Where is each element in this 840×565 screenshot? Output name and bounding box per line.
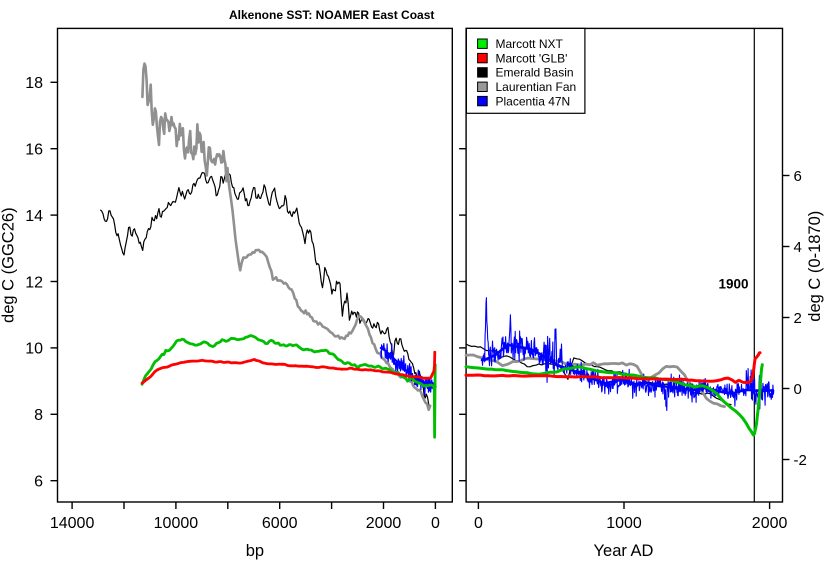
svg-text:0: 0 [794, 381, 802, 398]
svg-text:6: 6 [34, 474, 43, 491]
svg-text:14: 14 [25, 208, 43, 225]
svg-text:6: 6 [794, 168, 802, 185]
svg-text:Alkenone SST: NOAMER East Coas: Alkenone SST: NOAMER East Coast [229, 8, 434, 22]
svg-text:deg C (0-1870): deg C (0-1870) [806, 211, 824, 322]
svg-text:10: 10 [25, 341, 43, 358]
svg-text:Emerald Basin: Emerald Basin [496, 66, 574, 80]
svg-text:12: 12 [25, 274, 43, 291]
svg-text:deg C (GGC26): deg C (GGC26) [0, 207, 18, 323]
svg-text:Marcott NXT: Marcott NXT [496, 37, 564, 51]
svg-text:2000: 2000 [366, 515, 402, 532]
svg-text:1900: 1900 [718, 277, 748, 292]
svg-text:10000: 10000 [154, 515, 199, 532]
svg-text:16: 16 [25, 142, 43, 159]
svg-text:2: 2 [794, 310, 802, 327]
svg-text:18: 18 [25, 75, 43, 92]
svg-text:2000: 2000 [752, 515, 788, 532]
svg-text:6000: 6000 [262, 515, 298, 532]
svg-text:Laurentian Fan: Laurentian Fan [496, 80, 577, 94]
svg-text:Year AD: Year AD [594, 542, 654, 560]
svg-text:8: 8 [34, 407, 43, 424]
svg-text:Placentia 47N: Placentia 47N [496, 94, 571, 108]
svg-text:0: 0 [431, 515, 440, 532]
svg-text:4: 4 [794, 239, 802, 256]
svg-text:0: 0 [474, 515, 483, 532]
svg-text:Marcott 'GLB': Marcott 'GLB' [496, 51, 568, 65]
svg-text:1000: 1000 [606, 515, 642, 532]
svg-text:bp: bp [246, 542, 264, 560]
svg-text:-2: -2 [794, 452, 807, 469]
svg-text:14000: 14000 [50, 515, 95, 532]
